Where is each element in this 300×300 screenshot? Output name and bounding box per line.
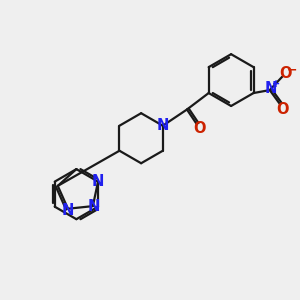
Text: −: −: [286, 64, 297, 77]
Text: N: N: [88, 199, 100, 214]
Text: N: N: [62, 203, 74, 218]
Text: N: N: [265, 81, 278, 96]
Text: +: +: [272, 79, 280, 88]
Text: N: N: [92, 174, 104, 189]
Text: O: O: [279, 66, 292, 81]
Text: N: N: [157, 118, 169, 133]
Text: O: O: [194, 121, 206, 136]
Text: O: O: [276, 102, 289, 117]
